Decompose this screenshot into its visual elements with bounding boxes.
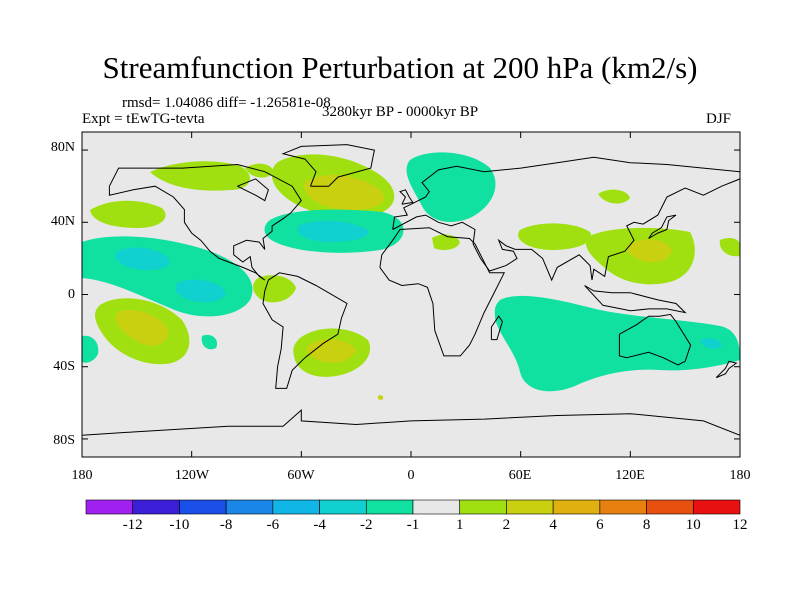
colorbar-swatch [506,499,554,515]
y-tick-label-40n: 40N [50,214,75,229]
colorbar-label: 2 [502,517,511,533]
colorbar-swatch [412,499,461,515]
colorbar-label: 6 [596,517,604,533]
x-tick-label-120e: 120E [615,468,645,483]
colorbar-label: -8 [219,517,233,533]
anomaly-patch-dateline [719,238,740,257]
colorbar-label: -10 [169,517,190,533]
coastline-segment [392,156,740,282]
x-tick-label-0: 0 [407,468,415,483]
colorbar-label: 10 [685,517,701,533]
x-tick-label-60w: 60W [287,468,315,483]
colorbar-label: 8 [642,517,651,533]
coastline-segment [281,144,375,187]
y-tick-label-80s: 80S [53,433,75,448]
colorbar-swatch [319,499,367,515]
anomaly-patch-east-asia-core [626,239,672,263]
coastlines [82,144,740,436]
colorbar-label: 1 [455,517,464,533]
anomaly-patch-far-south-atlantic [377,395,384,400]
y-tick-label-0: 0 [68,287,75,302]
coastline-segment [262,272,348,389]
colorbar-swatch [599,499,647,515]
x-tick-label-180e: 180 [729,468,751,483]
coastline-segment [618,313,692,366]
coastline-segment [715,360,738,379]
colorbar-swatch [225,499,274,515]
anomaly-patch-se-pacific-low [82,335,99,363]
coastline-segment [490,315,503,341]
axis-ticks [81,132,741,457]
colorbar-swatch [85,499,134,515]
colorbar-label: -1 [406,517,420,533]
anomaly-patch-arabia [598,189,630,204]
anomaly-patch-n-pacific-core [115,247,170,271]
x-tick-label-60e: 60E [508,468,532,483]
coastline-segment [108,163,302,281]
y-tick-label-40s: 40S [53,359,75,374]
x-tick-label-120w: 120W [174,468,210,483]
colorbar-swatch [272,499,320,515]
colorbar-label: -6 [266,517,280,533]
colorbar-label: -4 [313,517,326,533]
anomaly-patch-w-atlantic-core [297,220,369,242]
colorbar-swatch [646,499,694,515]
colorbar-label: 12 [732,517,748,533]
colorbar-swatch [552,499,601,515]
plot-title: Streamfunction Perturbation at 200 hPa (… [102,50,698,85]
anomaly-patch-mediterranean [432,234,460,250]
colorbar-label: -12 [122,517,143,533]
anomaly-fills [82,152,740,400]
coastline-segment [237,178,269,202]
y-tick-label-80n: 80N [50,140,75,155]
anomaly-patch-se-pacific-low-2 [201,334,218,350]
anomaly-patch-central-pacific-core [175,279,226,303]
anomaly-patch-greenland-core [304,174,384,210]
experiment-label: Expt = tEwTG-tevta [82,111,205,127]
stats-line: rmsd= 1.04086 diff= -1.26581e-08 [122,95,331,111]
anomaly-patch-australia-core [700,338,722,349]
coastline-segment [648,214,677,239]
anomaly-patch-indian-australia-low [494,295,740,392]
anomaly-patch-south-atlantic-core [306,339,356,363]
colorbar-swatch [459,499,507,515]
colorbar-label: 4 [549,517,557,533]
colorbar [85,499,741,515]
colorbar-swatch [132,499,180,515]
coastline-segment [584,285,687,314]
coastline-segment [379,227,506,357]
period-label: 3280kyr BP - 0000kyr BP [322,104,479,120]
anomaly-patch-ne-pacific [90,200,166,228]
colorbar-swatch [365,499,414,515]
anomaly-patch-south-pacific-core [115,310,169,346]
season-label: DJF [706,111,732,127]
coastline-segment [399,189,414,205]
anomaly-patch-caspian [518,223,592,250]
colorbar-label: -2 [360,517,373,533]
coastline-segment [82,408,740,436]
colorbar-swatch [692,499,741,515]
x-tick-label-180w: 180 [71,468,93,483]
colorbar-swatch [179,499,227,515]
